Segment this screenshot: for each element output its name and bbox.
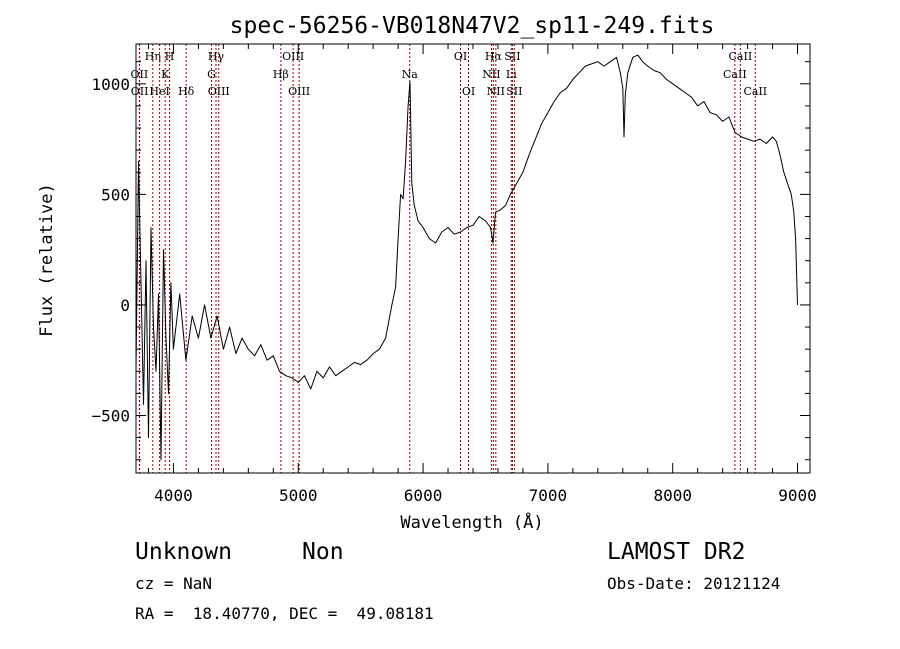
spectrum-series-layer (135, 54, 798, 461)
marker-label-24: CaII (743, 85, 767, 98)
emission-line-markers: OII OII Hη HeI KH Hδ G Hγ OIII Hβ OIII OIII Na OI OI NI… (131, 44, 767, 473)
marker-label-3: HeI (149, 85, 169, 98)
x-axis-ticks: 4000 5000 6000 7000 8000 9000 (147, 44, 817, 505)
x-tick-label-1: 5000 (279, 486, 318, 505)
x-tick-label-2: 6000 (404, 486, 443, 505)
marker-label-6: Hδ (178, 85, 195, 98)
marker-label-14: OI (454, 50, 467, 63)
marker-label-8: Hγ (208, 50, 225, 63)
plot-frame (135, 43, 811, 474)
x-tick-label-3: 7000 (529, 486, 568, 505)
x-tick-label-0: 4000 (154, 486, 193, 505)
y-tick-label-1: 0 (120, 296, 130, 315)
y-tick-label-3: 1000 (91, 75, 130, 94)
marker-label-21: SII (506, 85, 522, 98)
object-class: Unknown (135, 539, 232, 565)
marker-label-22: CaII (723, 68, 747, 81)
marker-label-23: CaII (729, 50, 753, 63)
survey-name: LAMOST DR2 (607, 539, 746, 565)
x-tick-label-5: 9000 (778, 486, 817, 505)
marker-label-10: Hβ (273, 68, 289, 81)
marker-label-2: Hη (145, 50, 161, 63)
y-tick-label-2: 500 (101, 185, 130, 204)
x-axis-label: Wavelength (Å) (400, 511, 543, 533)
observation-date: Obs-Date: 20121124 (607, 574, 781, 593)
chart-title: spec-56256-VB018N47V2_sp11-249.fits (230, 13, 715, 39)
marker-label-18: NII (487, 85, 505, 98)
marker-label-7: G (207, 68, 216, 81)
marker-label-15: OI (462, 85, 475, 98)
x-tick-label-4: 8000 (653, 486, 692, 505)
marker-label-0: OII (131, 68, 149, 81)
redshift-value: cz = NaN (135, 574, 213, 593)
marker-label-5: H (165, 50, 175, 63)
marker-label-19: Li (506, 68, 517, 81)
y-tick-label-0: −500 (91, 407, 130, 426)
object-subclass: Non (302, 539, 344, 565)
marker-label-16: NII (482, 68, 500, 81)
marker-label-9: OIII (208, 85, 230, 98)
marker-label-4: K (161, 68, 170, 81)
marker-label-1: OII (131, 85, 149, 98)
spectrum-series-0 (135, 54, 798, 461)
marker-label-11: OIII (282, 50, 304, 63)
y-axis-label: Flux (relative) (37, 183, 57, 337)
marker-label-13: Na (402, 68, 419, 81)
coordinates: RA = 18.40770, DEC = 49.08181 (135, 604, 434, 623)
marker-label-12: OIII (288, 85, 310, 98)
marker-label-17: Hα (485, 50, 503, 63)
marker-label-20: SII (504, 50, 520, 63)
y-axis-ticks: −500 0 500 1000 (91, 61, 810, 461)
